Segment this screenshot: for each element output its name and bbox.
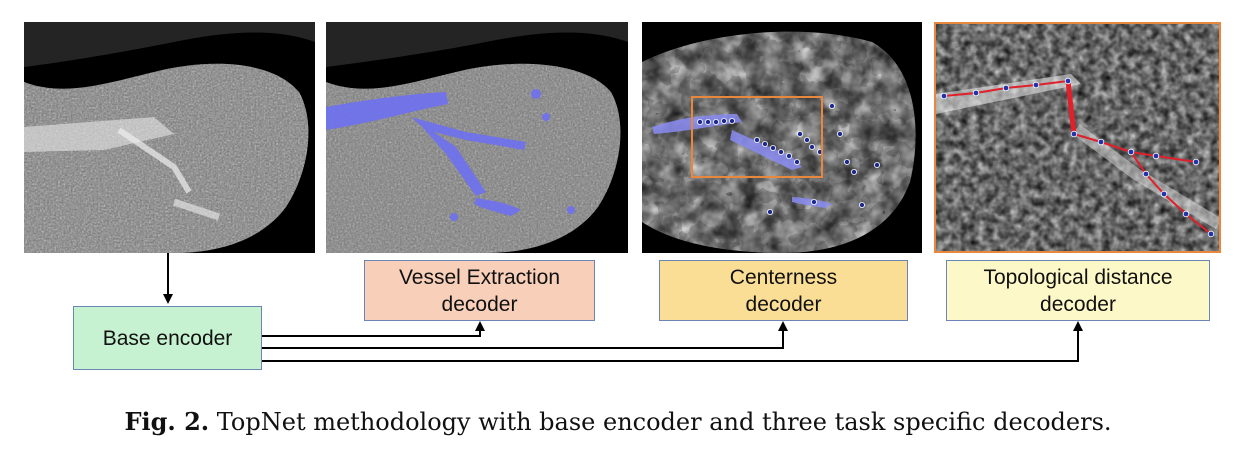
vessel-decoder-label: Vessel Extraction decoder [398, 265, 561, 316]
arrow-encoder-to-vessel [262, 321, 485, 337]
ct-image-raw [24, 22, 315, 253]
arrow-encoder-to-topology [262, 321, 1083, 362]
centerness-decoder-label: Centerness decoder [729, 265, 838, 316]
vessel-overlay [326, 89, 575, 221]
vessel-extraction-decoder-box: Vessel Extraction decoder [364, 260, 595, 321]
base-encoder-box: Base encoder [73, 306, 262, 370]
figure-caption: Fig. 2. TopNet methodology with base enc… [0, 407, 1236, 436]
topology-decoder-label: Topological distance decoder [983, 265, 1173, 316]
zoom-region-frame [691, 96, 823, 178]
ct-image-vessel-overlay [326, 22, 628, 253]
ct-image-centerness [642, 22, 922, 253]
topology-nodes [940, 77, 1215, 238]
figure-caption-label: Fig. 2. [124, 407, 210, 436]
centerness-decoder-box: Centerness decoder [659, 260, 908, 321]
arrow-encoder-to-centerness [262, 321, 788, 349]
topological-distance-decoder-box: Topological distance decoder [946, 260, 1210, 321]
ct-image-topology-zoom [934, 22, 1221, 253]
base-encoder-label: Base encoder [102, 326, 233, 350]
figure-caption-text: TopNet methodology with base encoder and… [209, 408, 1112, 436]
